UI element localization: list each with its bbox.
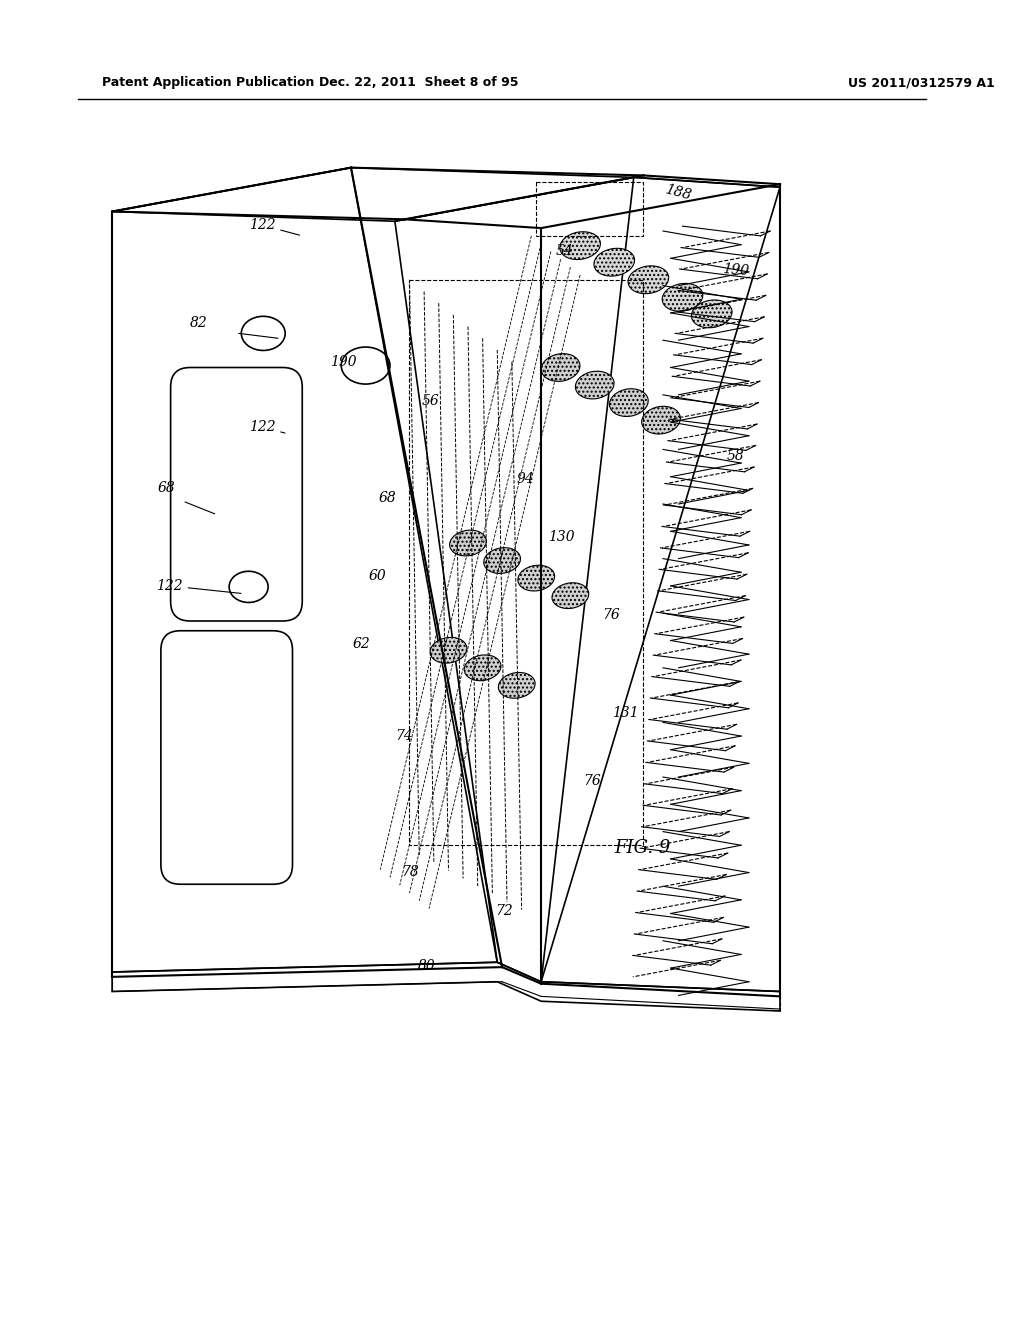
- Ellipse shape: [483, 548, 520, 573]
- Text: 190: 190: [330, 355, 356, 368]
- Ellipse shape: [560, 232, 600, 260]
- Ellipse shape: [575, 371, 614, 399]
- Ellipse shape: [691, 300, 732, 327]
- Text: 60: 60: [369, 569, 386, 583]
- Text: 94: 94: [517, 471, 535, 486]
- Text: 56: 56: [421, 393, 439, 408]
- Ellipse shape: [518, 565, 555, 591]
- Ellipse shape: [642, 407, 680, 434]
- Ellipse shape: [594, 248, 635, 276]
- Text: 80: 80: [418, 960, 435, 973]
- Text: 122: 122: [249, 218, 300, 235]
- Text: 122: 122: [249, 420, 285, 434]
- Text: 131: 131: [612, 706, 639, 719]
- Text: 122: 122: [156, 578, 241, 594]
- Ellipse shape: [450, 531, 486, 556]
- Text: 76: 76: [602, 609, 621, 622]
- Text: 74: 74: [395, 729, 413, 743]
- Text: 58: 58: [726, 449, 744, 463]
- Text: Patent Application Publication: Patent Application Publication: [102, 77, 314, 90]
- Text: 82: 82: [190, 315, 208, 330]
- Text: 76: 76: [583, 774, 601, 788]
- Ellipse shape: [464, 655, 501, 681]
- Ellipse shape: [542, 354, 580, 381]
- Text: 188: 188: [663, 182, 692, 203]
- Text: Dec. 22, 2011  Sheet 8 of 95: Dec. 22, 2011 Sheet 8 of 95: [319, 77, 519, 90]
- Text: 72: 72: [496, 904, 513, 919]
- Bar: [537, 182, 643, 236]
- Ellipse shape: [663, 284, 702, 312]
- Text: 78: 78: [401, 866, 420, 879]
- Text: 62: 62: [353, 638, 371, 651]
- Text: 190: 190: [722, 261, 750, 279]
- Ellipse shape: [430, 638, 467, 663]
- Ellipse shape: [628, 265, 669, 293]
- Text: US 2011/0312579 A1: US 2011/0312579 A1: [848, 77, 995, 90]
- Text: 68: 68: [158, 482, 176, 495]
- Text: FIG. 9: FIG. 9: [614, 840, 671, 857]
- Ellipse shape: [552, 582, 589, 609]
- Ellipse shape: [609, 389, 648, 417]
- Text: 68: 68: [378, 491, 396, 506]
- Ellipse shape: [499, 672, 536, 698]
- Text: 130: 130: [548, 531, 574, 544]
- Text: 54: 54: [556, 244, 573, 259]
- Bar: [410, 280, 643, 845]
